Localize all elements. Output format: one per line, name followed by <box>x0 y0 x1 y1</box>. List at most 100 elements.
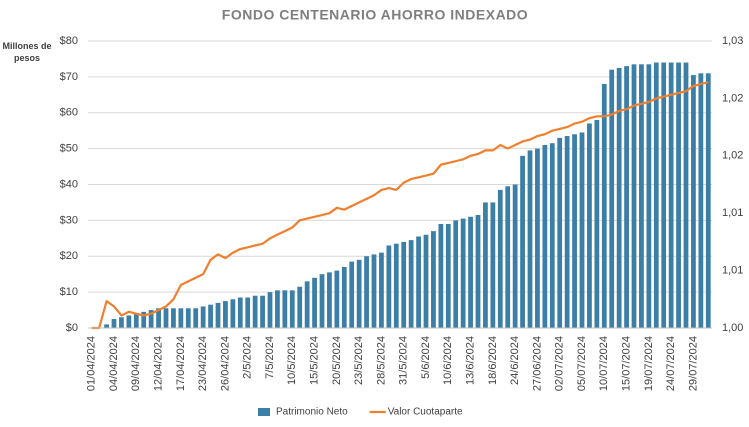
bar <box>304 281 310 328</box>
bar <box>445 223 451 328</box>
x-tick-label: 01/04/2024 <box>86 336 98 391</box>
bar <box>668 62 674 329</box>
bar <box>223 301 228 328</box>
bar <box>364 256 369 328</box>
bar <box>208 304 213 328</box>
bar <box>639 64 644 328</box>
bar <box>185 308 191 328</box>
bar <box>579 132 585 328</box>
legend-label: Patrimonio Neto <box>276 407 348 418</box>
bar <box>148 310 154 328</box>
bar <box>460 218 466 328</box>
bar <box>416 236 421 328</box>
bar <box>408 240 414 328</box>
bar <box>497 189 503 328</box>
y2-tick-label: 1,00 <box>722 322 743 334</box>
bar <box>624 66 629 329</box>
bar <box>282 290 288 328</box>
bar <box>193 308 199 328</box>
bar <box>215 302 221 328</box>
bar <box>237 297 243 328</box>
bar <box>453 220 459 328</box>
bar <box>356 259 362 328</box>
bar <box>260 295 265 328</box>
bar <box>468 216 473 328</box>
bar <box>705 73 711 328</box>
bar <box>341 267 347 328</box>
bar <box>156 308 161 328</box>
x-tick-label: 05/07/2024 <box>576 336 588 391</box>
x-tick-label: 23/04/2024 <box>197 336 209 391</box>
y2-tick-label: 1,02 <box>722 92 743 104</box>
bar <box>230 299 236 328</box>
bar <box>393 243 399 328</box>
bar <box>245 297 251 328</box>
bar <box>379 252 384 328</box>
bar <box>200 306 206 328</box>
bar <box>267 292 273 328</box>
y-tick-label: $80 <box>60 35 78 47</box>
x-tick-label: 10/6/2024 <box>442 336 454 385</box>
bar <box>319 274 325 328</box>
x-tick-label: 31/5/2024 <box>398 336 410 385</box>
bar <box>594 119 600 328</box>
bar <box>535 148 540 328</box>
bar <box>401 241 407 328</box>
bar <box>557 137 563 328</box>
bar <box>564 136 570 328</box>
bar <box>438 223 444 328</box>
bar <box>490 202 496 328</box>
bar <box>163 308 169 328</box>
bar <box>646 64 652 328</box>
x-tick-label: 27/06/2024 <box>531 336 543 391</box>
bar <box>327 272 332 328</box>
bar <box>698 73 704 328</box>
bar <box>542 145 548 328</box>
x-tick-label: 19/07/2024 <box>643 336 655 391</box>
bar <box>520 155 525 328</box>
bar <box>653 62 659 329</box>
x-tick-label: 09/04/2024 <box>130 336 142 391</box>
x-tick-label: 10/5/2024 <box>286 336 298 385</box>
y-tick-label: $20 <box>60 250 78 262</box>
bar <box>423 234 429 328</box>
x-tick-label: 20/5/2024 <box>331 336 343 385</box>
bar <box>252 295 258 328</box>
bar <box>572 134 577 328</box>
bar <box>691 75 696 328</box>
bar <box>178 308 184 328</box>
y-axis-label: Millones de pesos <box>2 41 52 63</box>
bar <box>334 270 340 328</box>
y-tick-label: $70 <box>60 71 78 83</box>
y-tick-label: $50 <box>60 143 78 155</box>
y2-tick-label: 1,01 <box>722 265 743 277</box>
bar <box>483 202 488 328</box>
y-tick-label: $10 <box>60 286 78 298</box>
bar <box>431 231 436 328</box>
x-tick-label: 2/5/2024 <box>242 336 254 379</box>
bar <box>104 324 109 328</box>
bar <box>133 313 139 328</box>
bar <box>297 286 303 328</box>
y2-tick-label: 1,02 <box>722 150 743 162</box>
x-tick-label: 29/07/2024 <box>687 336 699 391</box>
legend-swatch <box>258 408 270 416</box>
bar <box>171 308 176 328</box>
y2-tick-label: 1,03 <box>722 35 743 47</box>
x-tick-label: 26/04/2024 <box>219 336 231 391</box>
bar <box>275 290 280 328</box>
bar <box>141 311 147 328</box>
x-tick-label: 24/6/2024 <box>509 336 521 385</box>
x-tick-label: 13/6/2024 <box>464 336 476 385</box>
bar <box>661 62 667 329</box>
x-tick-label: 17/04/2024 <box>175 336 187 391</box>
bar <box>505 186 511 328</box>
bar <box>289 290 295 328</box>
line <box>91 81 709 330</box>
bar <box>126 315 132 328</box>
chart-title: FONDO CENTENARIO AHORRO INDEXADO <box>222 7 528 23</box>
bar <box>549 143 555 328</box>
bar <box>386 245 392 328</box>
